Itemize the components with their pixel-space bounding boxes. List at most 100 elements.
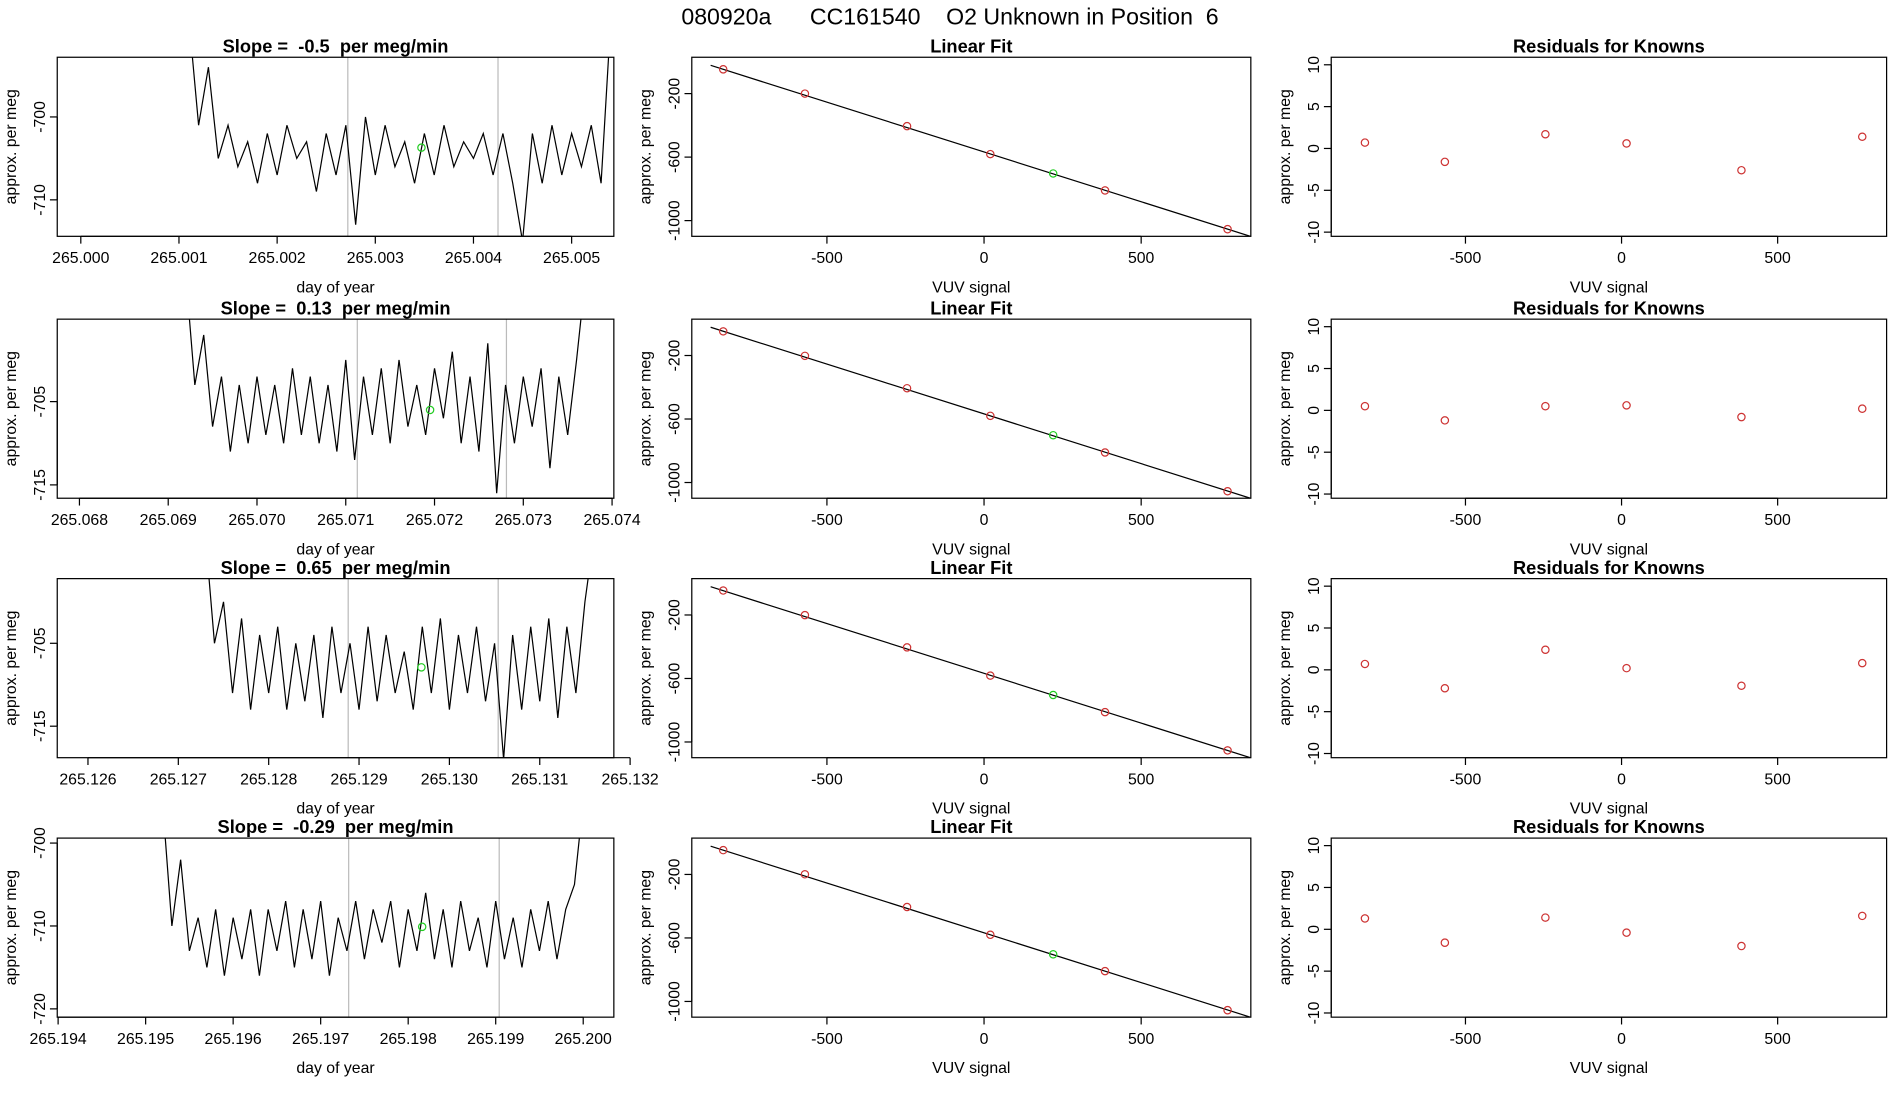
panel: Linear Fit VUV signal approx. per meg -500 0… bbox=[637, 557, 1252, 818]
point bbox=[902, 121, 912, 131]
point bbox=[1100, 448, 1110, 457]
highlight-point bbox=[425, 405, 435, 415]
panel-title: Residuals for Knowns bbox=[1513, 297, 1705, 318]
panel-title: Residuals for Knowns bbox=[1513, 35, 1705, 56]
x-tick-label: 265.074 bbox=[583, 512, 640, 529]
y-tick-label: -700 bbox=[32, 101, 49, 133]
point bbox=[1541, 645, 1550, 655]
plot-area bbox=[188, 319, 582, 499]
y-tick-label: -720 bbox=[32, 993, 49, 1025]
y-tick-label: -200 bbox=[667, 78, 684, 110]
x-axis-label: VUV signal bbox=[1570, 1060, 1648, 1077]
point bbox=[1857, 404, 1867, 413]
x-tick-label: 265.004 bbox=[445, 250, 502, 267]
y-tick-label: -1000 bbox=[667, 981, 684, 1022]
point bbox=[1360, 914, 1370, 923]
plot-frame bbox=[56, 578, 615, 759]
y-tick-label: 0 bbox=[1306, 665, 1323, 674]
point bbox=[1048, 169, 1058, 178]
y-axis-label: approx. per meg bbox=[637, 611, 654, 726]
point bbox=[718, 845, 728, 855]
x-tick-label: 0 bbox=[1617, 1031, 1626, 1048]
plot-frame bbox=[691, 318, 1252, 499]
plot-area bbox=[1360, 645, 1867, 693]
point bbox=[1360, 659, 1370, 669]
x-tick-label: 500 bbox=[1128, 512, 1155, 529]
y-tick-label: -710 bbox=[32, 184, 49, 216]
x-tick-label: 0 bbox=[1617, 512, 1626, 529]
point bbox=[1541, 129, 1550, 139]
x-tick-label: 265.197 bbox=[292, 1031, 349, 1048]
plot-frame bbox=[1330, 837, 1888, 1018]
x-tick-label: 265.130 bbox=[421, 771, 478, 788]
y-axis-label: approx. per meg bbox=[3, 870, 20, 985]
x-tick-label: 265.072 bbox=[406, 512, 463, 529]
plot-area bbox=[710, 845, 1251, 1018]
point bbox=[1440, 157, 1450, 167]
plot-frame bbox=[691, 837, 1252, 1018]
x-tick-label: 500 bbox=[1764, 250, 1791, 267]
y-tick-label: 10 bbox=[1306, 577, 1323, 595]
highlight-point bbox=[417, 143, 426, 152]
y-axis-label: approx. per meg bbox=[3, 89, 20, 204]
x-tick-label: 265.071 bbox=[317, 512, 374, 529]
point bbox=[718, 65, 728, 74]
x-tick-label: 265.128 bbox=[240, 771, 297, 788]
point bbox=[718, 586, 728, 595]
y-tick-label: -5 bbox=[1306, 445, 1323, 459]
y-tick-label: -200 bbox=[667, 599, 684, 631]
point bbox=[902, 383, 912, 393]
x-tick-label: -500 bbox=[811, 771, 843, 788]
x-tick-label: 265.194 bbox=[30, 1031, 87, 1048]
x-tick-label: 265.069 bbox=[140, 512, 197, 529]
y-tick-label: -1000 bbox=[667, 722, 684, 763]
x-tick-label: 265.000 bbox=[52, 250, 109, 267]
point bbox=[1360, 138, 1370, 147]
point bbox=[1622, 401, 1631, 410]
y-axis-label: approx. per meg bbox=[3, 611, 20, 726]
plot-frame bbox=[56, 318, 615, 499]
panel-title: Slope = 0.65 per meg/min bbox=[221, 557, 451, 578]
y-axis-label: approx. per meg bbox=[1277, 351, 1294, 466]
x-tick-label: -500 bbox=[811, 1031, 843, 1048]
x-tick-label: 500 bbox=[1764, 1031, 1791, 1048]
y-axis-label: approx. per meg bbox=[3, 351, 20, 466]
y-tick-label: -1000 bbox=[667, 200, 684, 241]
x-tick-label: -500 bbox=[1450, 1031, 1482, 1048]
point bbox=[800, 870, 810, 879]
point bbox=[1048, 690, 1058, 700]
point bbox=[1857, 658, 1867, 668]
point bbox=[1622, 663, 1631, 673]
point bbox=[1048, 430, 1058, 440]
x-tick-label: 265.131 bbox=[511, 771, 568, 788]
y-tick-label: -600 bbox=[667, 141, 684, 173]
point bbox=[1622, 928, 1631, 937]
point bbox=[1737, 165, 1746, 175]
x-tick-label: -500 bbox=[1450, 771, 1482, 788]
plot-frame bbox=[691, 56, 1252, 237]
panel: Residuals for Knowns VUV signal approx. pe… bbox=[1277, 816, 1888, 1077]
x-axis-label: VUV signal bbox=[932, 801, 1010, 818]
plot-area bbox=[710, 64, 1251, 237]
y-tick-label: -1000 bbox=[667, 462, 684, 503]
panel: Linear Fit VUV signal approx. per meg -500 0… bbox=[637, 816, 1252, 1077]
plot-area bbox=[164, 838, 580, 1018]
highlight-point bbox=[417, 663, 426, 672]
y-axis-label: approx. per meg bbox=[1277, 89, 1294, 204]
x-tick-label: 265.196 bbox=[205, 1031, 262, 1048]
point bbox=[1737, 681, 1746, 690]
panel-title: Slope = 0.13 per meg/min bbox=[221, 297, 451, 318]
point bbox=[986, 671, 995, 680]
y-tick-label: -600 bbox=[667, 922, 684, 954]
y-tick-label: -715 bbox=[32, 469, 49, 501]
data-line bbox=[164, 838, 580, 976]
panel-title: Slope = -0.5 per meg/min bbox=[223, 35, 449, 56]
point bbox=[800, 610, 810, 620]
point bbox=[1440, 416, 1450, 425]
x-tick-label: -500 bbox=[811, 250, 843, 267]
y-axis-label: approx. per meg bbox=[637, 89, 654, 204]
point bbox=[1541, 401, 1550, 411]
point bbox=[1223, 486, 1232, 496]
fit-line bbox=[710, 845, 1251, 1018]
y-tick-label: -710 bbox=[32, 910, 49, 942]
